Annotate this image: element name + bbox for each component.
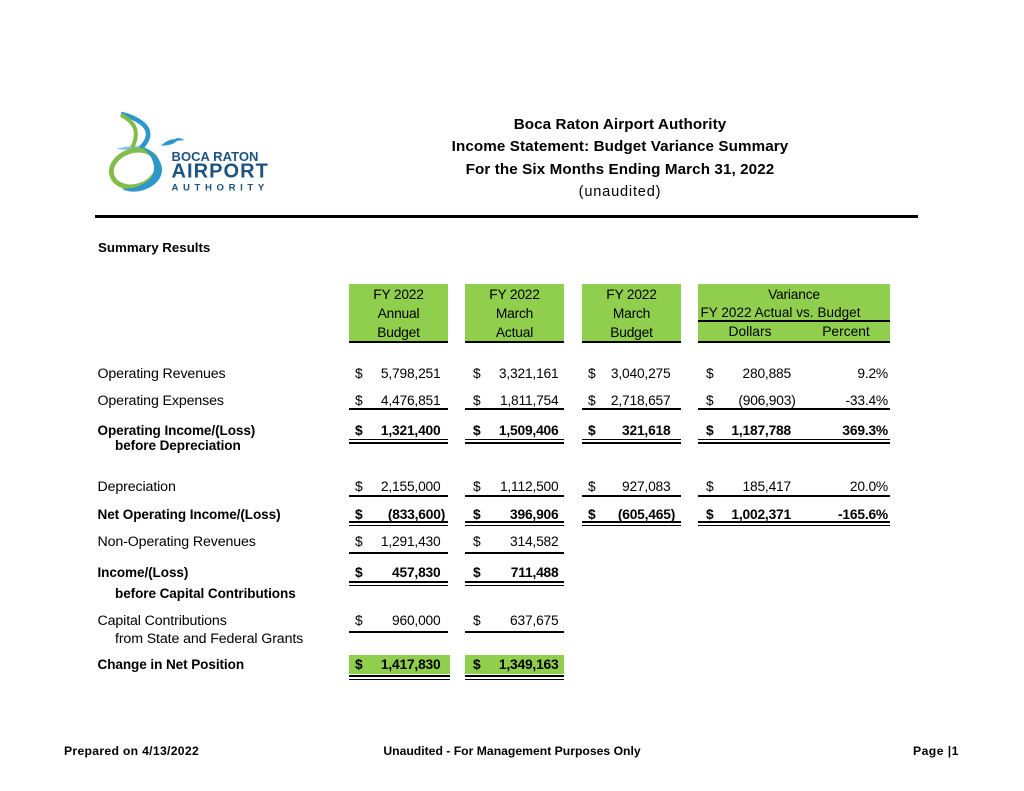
svg-text:AIRPORT: AIRPORT [172, 160, 269, 182]
svg-text:AUTHORITY: AUTHORITY [172, 183, 269, 194]
svg-text:BOCA RATON: BOCA RATON [172, 149, 259, 164]
